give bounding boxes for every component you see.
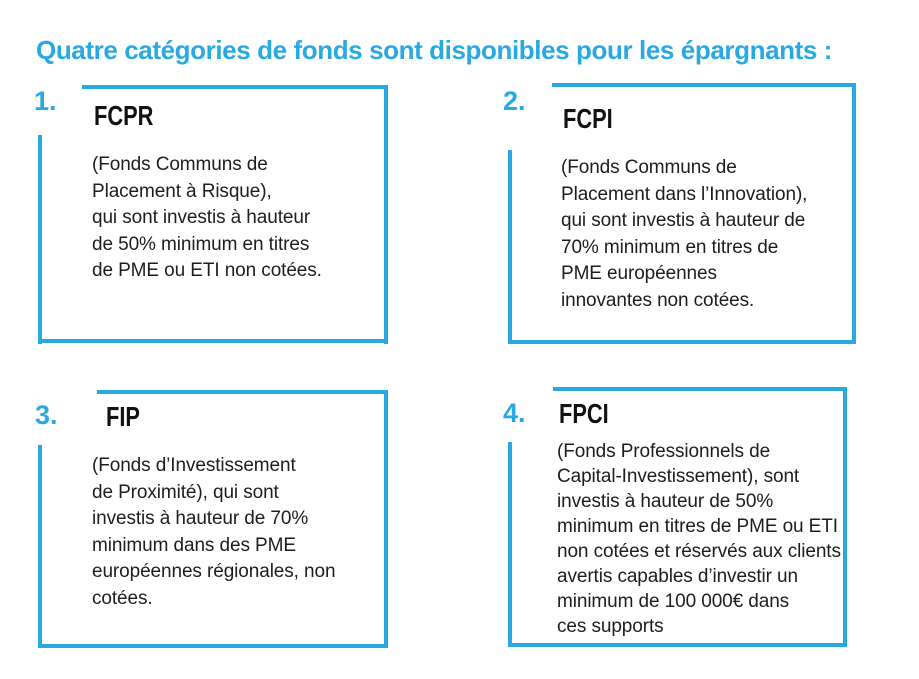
card-border-top	[82, 85, 388, 89]
card-border-left	[38, 445, 42, 648]
card-border-bottom	[38, 644, 388, 648]
card-border-left	[38, 135, 42, 344]
card-number: 2.	[503, 86, 526, 116]
fund-card-fpci: 4. FPCI (Fonds Professionnels de Capital…	[503, 387, 847, 647]
card-description: (Fonds Communs de Placement dans l’Innov…	[561, 157, 808, 311]
card-border-top	[97, 390, 388, 394]
card-acronym: FCPR	[94, 100, 154, 131]
card-border-right	[384, 390, 388, 648]
card-border-top	[553, 387, 847, 391]
card-acronym: FIP	[106, 401, 140, 432]
card-border-left	[508, 150, 512, 344]
card-number: 3.	[35, 400, 58, 430]
page-title: Quatre catégories de fonds sont disponib…	[36, 35, 833, 66]
card-description: (Fonds d’Investissement de Proximité), q…	[92, 455, 336, 609]
card-number: 4.	[503, 398, 526, 428]
card-border-right	[843, 387, 847, 647]
card-border-right	[852, 83, 856, 344]
card-description: (Fonds Professionnels de Capital-Investi…	[557, 441, 841, 637]
card-border-bottom	[38, 339, 388, 343]
card-acronym: FCPI	[563, 103, 613, 134]
card-border-bottom	[508, 643, 847, 647]
card-border-left	[508, 442, 512, 647]
card-number: 1.	[34, 86, 57, 116]
fund-card-fcpi: 2. FCPI (Fonds Communs de Placement dans…	[503, 83, 856, 344]
card-border-right	[384, 85, 388, 344]
card-acronym: FPCI	[559, 398, 609, 429]
fund-card-fcpr: 1. FCPR (Fonds Communs de Placement à Ri…	[34, 85, 388, 344]
card-border-bottom	[508, 340, 856, 344]
card-border-top	[552, 83, 856, 87]
card-description: (Fonds Communs de Placement à Risque), q…	[92, 154, 322, 281]
fund-card-fip: 3. FIP (Fonds d’Investissement de Proxim…	[35, 390, 388, 648]
